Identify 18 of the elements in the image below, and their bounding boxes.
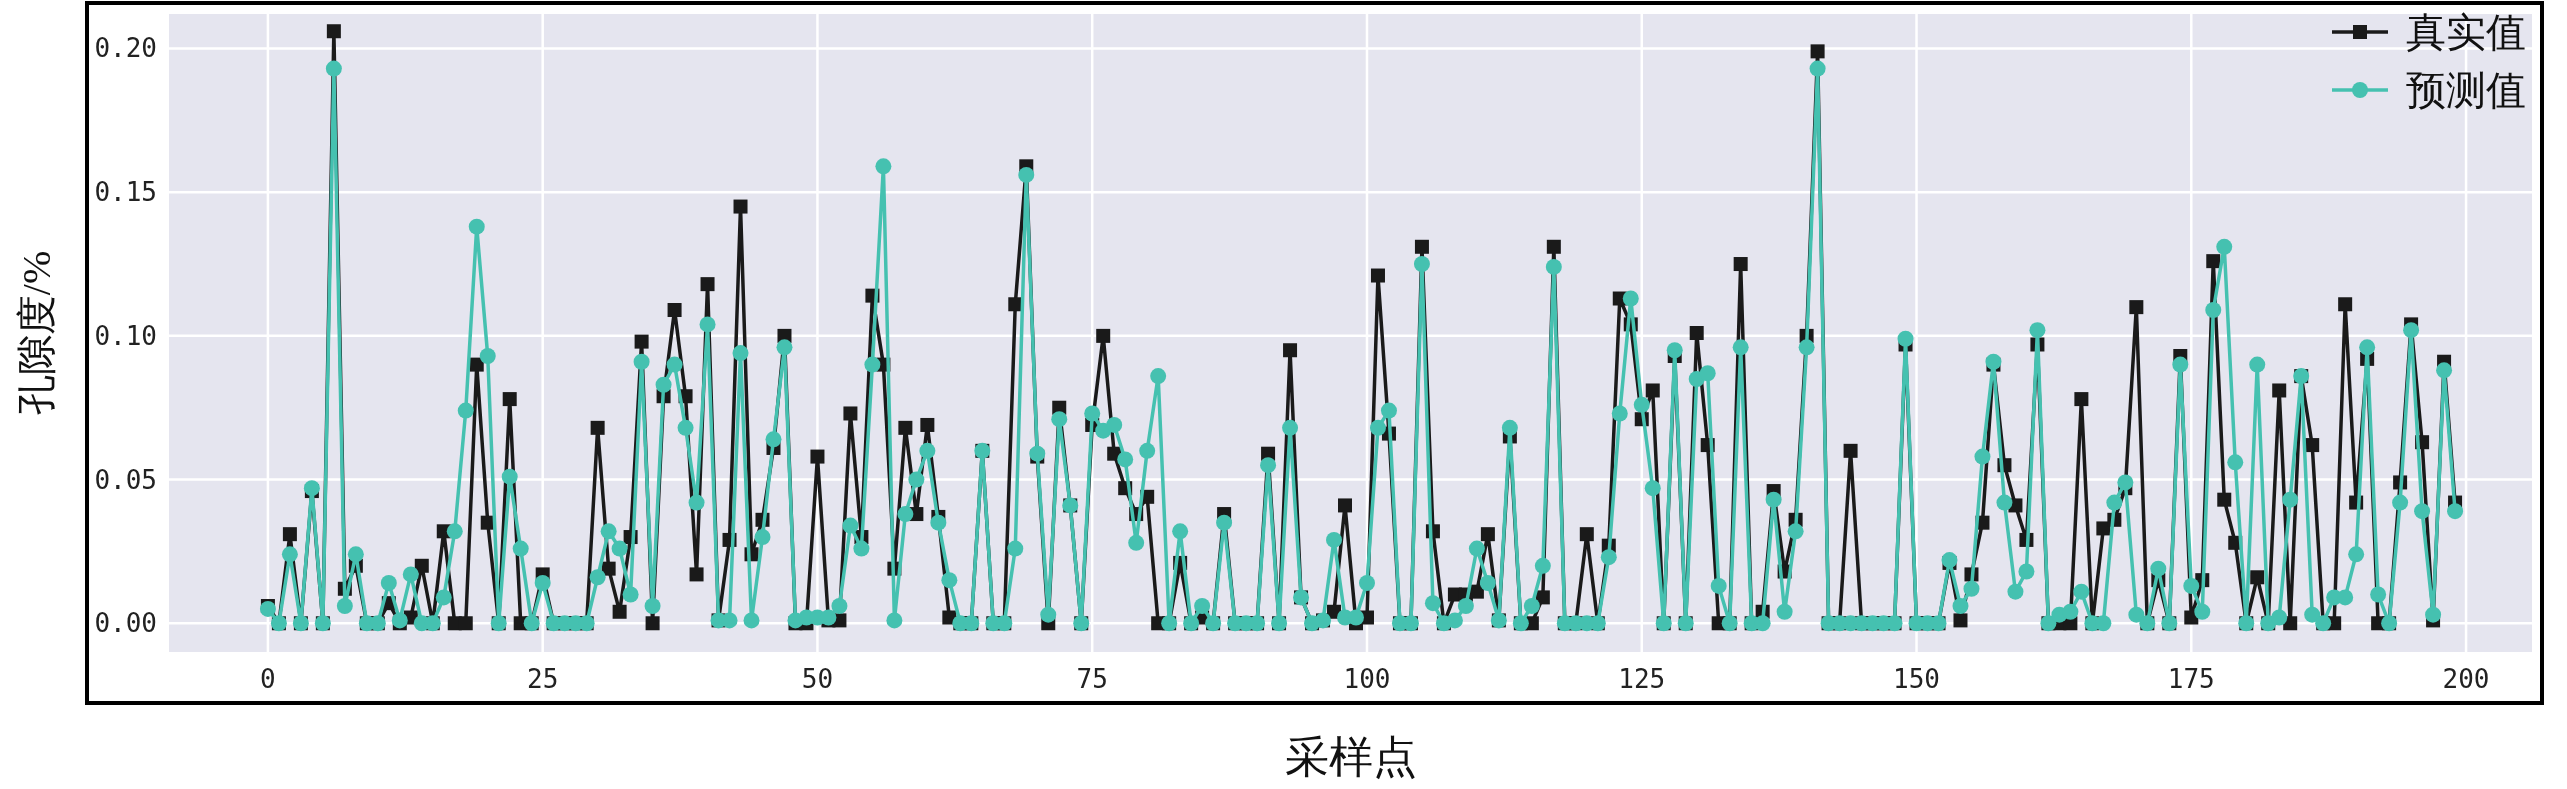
y-tick-label: 0.15	[94, 177, 157, 208]
legend-label: 预测值	[2406, 68, 2526, 113]
x-tick-label: 200	[2442, 664, 2490, 694]
y-tick-label: 0.00	[94, 608, 157, 639]
x-tick-label: 150	[1893, 664, 1941, 694]
x-tick-label: 75	[1076, 664, 1108, 694]
y-tick-label: 0.05	[94, 464, 157, 495]
y-axis-title: 孔隙度/%	[14, 250, 59, 416]
x-tick-label: 0	[260, 664, 276, 694]
x-tick-label: 100	[1343, 664, 1391, 694]
legend-label: 真实值	[2406, 10, 2526, 55]
x-tick-label: 125	[1618, 664, 1666, 694]
y-tick-label: 0.20	[94, 33, 157, 64]
y-tick-label: 0.10	[94, 320, 157, 351]
x-tick-label: 50	[801, 664, 834, 694]
x-tick-label: 25	[527, 664, 559, 694]
x-tick-label: 175	[2167, 664, 2215, 694]
x-axis-title: 采样点	[1284, 733, 1417, 782]
